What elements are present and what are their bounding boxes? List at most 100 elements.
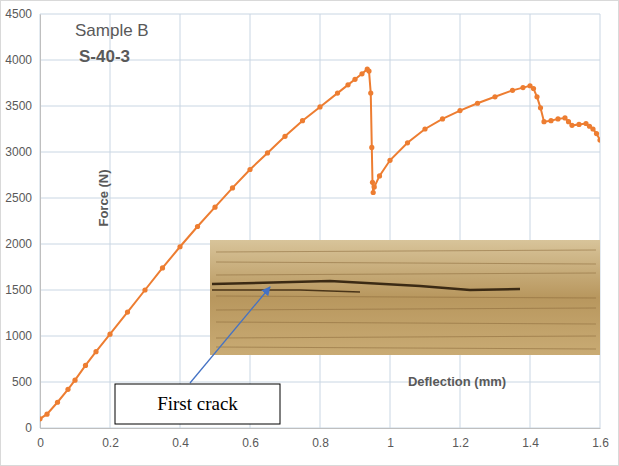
data-point bbox=[368, 91, 373, 96]
data-point bbox=[422, 126, 427, 131]
data-point bbox=[492, 94, 497, 99]
data-point bbox=[107, 332, 112, 337]
data-point bbox=[83, 363, 88, 368]
chart: 0 0.2 0.4 0.6 0.8 1 1.2 1.4 1.6 0 500 1000 1500 2000 2… bbox=[0, 0, 619, 466]
grid-line bbox=[320, 14, 321, 428]
x-grid bbox=[40, 14, 600, 428]
data-point bbox=[475, 101, 480, 106]
axis-line bbox=[40, 15, 41, 429]
tick: 1.6 bbox=[592, 428, 609, 450]
data-point bbox=[369, 145, 374, 150]
tick: 4000 bbox=[5, 53, 40, 67]
data-point bbox=[265, 150, 270, 155]
tick: 1.2 bbox=[452, 428, 469, 450]
grid-line bbox=[40, 14, 41, 428]
tick-label: 1 bbox=[387, 436, 394, 450]
data-point bbox=[93, 349, 98, 354]
photo-fibre bbox=[216, 250, 596, 252]
tick-label: 0.8 bbox=[312, 436, 329, 450]
data-point bbox=[555, 116, 560, 121]
y-grid bbox=[40, 14, 600, 428]
title: Sample B bbox=[75, 21, 149, 40]
data-point bbox=[569, 123, 574, 128]
y-axis: 0 500 1000 1500 2000 2500 3000 3500 4000 4500 bbox=[5, 7, 40, 435]
data-point bbox=[44, 412, 49, 417]
x-axis: 0 0.2 0.4 0.6 0.8 1 1.2 1.4 1.6 bbox=[37, 428, 609, 450]
tick-label: 0.6 bbox=[242, 436, 259, 450]
y-axis-title: Force (N) bbox=[96, 169, 111, 226]
x-axis-title: Deflection (mm) bbox=[408, 374, 506, 389]
photo-fibre bbox=[216, 296, 596, 298]
tick: 0.2 bbox=[102, 428, 119, 450]
tick: 1.4 bbox=[522, 428, 539, 450]
data-point bbox=[405, 140, 410, 145]
tick: 0.8 bbox=[312, 428, 329, 450]
grid-line bbox=[250, 14, 251, 428]
plot-area: 0 0.2 0.4 0.6 0.8 1 1.2 1.4 1.6 0 500 1000 1500 2000 2… bbox=[5, 7, 609, 449]
tick-label: 1.2 bbox=[452, 436, 469, 450]
data-point bbox=[212, 205, 217, 210]
data-point bbox=[510, 88, 515, 93]
data-point bbox=[538, 105, 543, 110]
tick: 500 bbox=[12, 375, 40, 389]
grid-line bbox=[460, 14, 461, 428]
tick: 0 bbox=[37, 428, 44, 450]
data-point bbox=[317, 104, 322, 109]
data-point bbox=[282, 134, 287, 139]
tick: 3500 bbox=[5, 99, 40, 113]
photo-fibre bbox=[216, 336, 596, 338]
photo-fibre bbox=[216, 347, 596, 349]
data-point bbox=[457, 108, 462, 113]
data-point bbox=[359, 71, 364, 76]
data-point bbox=[520, 85, 525, 90]
tick: 4500 bbox=[5, 7, 40, 21]
tick-label: 3500 bbox=[5, 99, 32, 113]
tick: 1500 bbox=[5, 283, 40, 297]
tick-label: 0 bbox=[37, 436, 44, 450]
tick: 0 bbox=[25, 421, 40, 435]
data-line bbox=[40, 69, 600, 419]
tick: 2500 bbox=[5, 191, 40, 205]
data-point bbox=[125, 309, 130, 314]
data-point bbox=[142, 287, 147, 292]
grid-line bbox=[180, 14, 181, 428]
data-point bbox=[548, 118, 553, 123]
data-point bbox=[531, 86, 536, 91]
data-point bbox=[534, 94, 539, 99]
grid-line bbox=[40, 428, 600, 429]
grid-line bbox=[40, 382, 600, 383]
tick: 2000 bbox=[5, 237, 40, 251]
grid-line bbox=[40, 198, 600, 199]
tick-label: 1.4 bbox=[522, 436, 539, 450]
photo-fibre bbox=[216, 262, 596, 264]
photo-crack bbox=[212, 281, 520, 290]
grid-line bbox=[40, 14, 600, 15]
grid-line bbox=[40, 152, 600, 153]
data-point bbox=[352, 77, 357, 82]
grid-line bbox=[530, 14, 531, 428]
data-point bbox=[590, 126, 595, 131]
grid-line bbox=[390, 14, 391, 428]
data-point bbox=[345, 82, 350, 87]
axis-line bbox=[41, 428, 601, 429]
tick-label: 4500 bbox=[5, 7, 32, 21]
subtitle: S-40-3 bbox=[79, 47, 130, 66]
specimen-photo bbox=[210, 240, 600, 355]
annotation: First crack bbox=[115, 287, 280, 424]
tick-label: 500 bbox=[12, 375, 32, 389]
tick-label: 0.4 bbox=[172, 436, 189, 450]
data-point bbox=[335, 91, 340, 96]
data-point bbox=[372, 184, 377, 189]
data-point bbox=[377, 173, 382, 178]
tick: 1 bbox=[387, 428, 394, 450]
tick: 3000 bbox=[5, 145, 40, 159]
tick-label: 1500 bbox=[5, 283, 32, 297]
data-point bbox=[177, 244, 182, 249]
data-point bbox=[440, 116, 445, 121]
photo-fibre bbox=[216, 273, 596, 275]
data-point bbox=[300, 118, 305, 123]
tick: 1000 bbox=[5, 329, 40, 343]
data-point bbox=[40, 416, 43, 421]
photo-crack bbox=[212, 290, 360, 292]
photo-fibre bbox=[216, 322, 596, 324]
